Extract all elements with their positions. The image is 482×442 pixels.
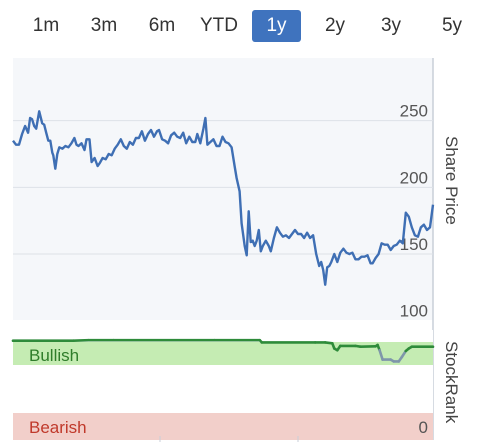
price-tick-label: 200 xyxy=(400,168,428,187)
range-tab-ytd[interactable]: YTD xyxy=(200,15,238,36)
stockrank-segment xyxy=(378,348,384,361)
range-tab-3y[interactable]: 3y xyxy=(380,15,402,36)
bullish-zone-label: Bullish xyxy=(29,346,79,365)
bullish-zone xyxy=(13,342,433,365)
price-tick-labels: 100 150 200 250 xyxy=(400,102,428,321)
stockrank-segment xyxy=(72,338,90,343)
price-tick-label: 100 xyxy=(400,302,428,321)
range-tab-3m[interactable]: 3m xyxy=(90,15,118,36)
price-panel-background xyxy=(13,58,433,320)
stockrank-line xyxy=(11,338,435,363)
bearish-zone xyxy=(13,413,433,440)
price-line xyxy=(12,110,435,286)
price-axis-label: Share Price xyxy=(442,136,461,225)
stockrank-tick-labels: 0 xyxy=(419,418,428,437)
range-tab-6m[interactable]: 6m xyxy=(148,15,176,36)
range-tab-1m[interactable]: 1m xyxy=(32,15,60,36)
stockrank-axis-label: StockRank xyxy=(442,341,461,424)
bearish-zone-label: Bearish xyxy=(29,418,87,437)
price-gridlines xyxy=(13,120,433,255)
stockrank-tick-label: 0 xyxy=(419,418,428,437)
range-tab-2y[interactable]: 2y xyxy=(324,15,346,36)
range-tab-1y[interactable]: 1y xyxy=(252,10,301,42)
price-tick-label: 250 xyxy=(400,102,428,121)
range-tab-5y[interactable]: 5y xyxy=(441,15,463,36)
price-tick-label: 150 xyxy=(400,235,428,254)
range-selector: 1m 3m 6m YTD 1y 2y 3y 5y xyxy=(0,0,482,44)
